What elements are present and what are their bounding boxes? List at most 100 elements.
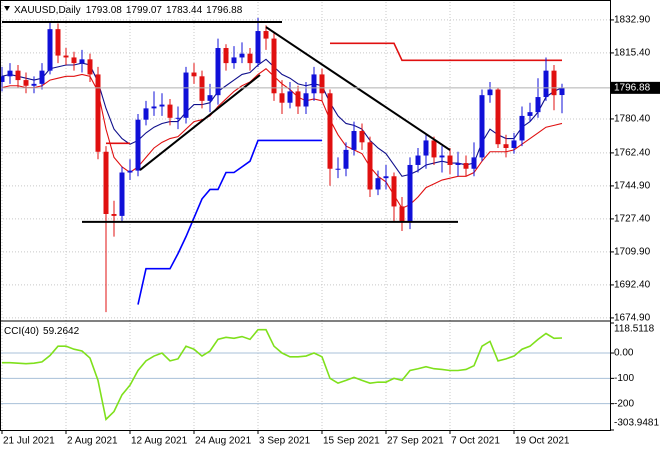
y-tick-label: 0.00 [614, 348, 634, 359]
price-label-box [611, 81, 660, 94]
y-tick-label: 1709.90 [614, 247, 651, 258]
trend-line [139, 74, 261, 171]
candle-body [399, 206, 405, 222]
candle-body [239, 53, 245, 58]
candle-body [103, 151, 109, 214]
candle-body [71, 57, 77, 64]
candle-body [87, 59, 93, 75]
candle-body [295, 91, 301, 107]
candle-body [23, 80, 29, 86]
x-tick-label: 24 Aug 2021 [195, 436, 252, 447]
candle-body [207, 95, 213, 101]
x-tick-label: 3 Sep 2021 [259, 436, 311, 447]
candle-body [447, 155, 453, 165]
candle-body [439, 155, 445, 158]
y-tick-label: 1832.90 [614, 15, 651, 26]
candle-body [111, 214, 117, 216]
candle-body [319, 74, 325, 94]
candle-body [503, 144, 509, 148]
indicator-line [137, 139, 322, 305]
candle-body [7, 70, 13, 77]
y-tick-label: 1727.40 [614, 214, 651, 225]
candle-body [495, 89, 501, 145]
candle-body [383, 176, 389, 179]
x-tick-label: 19 Oct 2021 [515, 436, 570, 447]
candle-body [463, 163, 469, 169]
candle-body [183, 72, 189, 118]
candle-body [135, 119, 141, 171]
candle-body [119, 172, 125, 216]
candle-body [271, 38, 277, 94]
candle-body [519, 115, 525, 141]
trend-line [265, 26, 451, 151]
candle-body [47, 29, 53, 71]
indicator-line [2, 328, 563, 421]
candle-body [311, 74, 317, 94]
x-tick-label: 27 Sep 2021 [387, 436, 444, 447]
candle-body [335, 168, 341, 170]
y-tick-label: 118.5118 [614, 324, 655, 335]
candle-body [223, 48, 229, 64]
candle-body [287, 91, 293, 103]
y-tick-label: 1762.40 [614, 148, 651, 159]
candle-body [359, 131, 365, 143]
candle-body [15, 70, 21, 81]
candle-body [543, 70, 549, 98]
candle-body [39, 70, 45, 84]
candle-body [551, 70, 557, 96]
candle-body [455, 163, 461, 165]
y-tick-label: 1674.90 [614, 313, 651, 324]
high-value: 1799.07 [126, 5, 163, 16]
open-value: 1793.08 [86, 5, 123, 16]
candle-body [191, 72, 197, 77]
x-tick-label: 2 Aug 2021 [67, 436, 118, 447]
candle-body [0, 76, 5, 82]
candle-body [527, 112, 533, 116]
candle-body [375, 178, 381, 190]
y-tick-label: -100 [614, 373, 634, 384]
x-tick-label: 15 Sep 2021 [323, 436, 380, 447]
indicator-header: CCI(40) 59.2642 [4, 326, 80, 337]
plot-layer [0, 2, 610, 430]
y-tick-label: 1780.40 [614, 114, 651, 125]
chart-header: XAUUSD,Daily 1793.08 1799.07 1783.44 1796.88 [14, 5, 243, 16]
y-tick-label: 1744.90 [614, 181, 651, 192]
candle-body [95, 74, 101, 152]
candle-body [343, 149, 349, 169]
candle-body [247, 53, 253, 64]
candle-body [151, 106, 157, 109]
candle-body [479, 95, 485, 158]
candle-body [471, 157, 477, 169]
candle-body [391, 176, 397, 207]
candle-body [63, 55, 69, 58]
y-tick-label: -303.9481 [614, 418, 659, 429]
candle-body [55, 29, 61, 56]
frame [0, 0, 611, 431]
price-label: 1796.88 [614, 82, 651, 93]
candle-body [167, 104, 173, 118]
candle-body [215, 48, 221, 96]
candle-body [559, 87, 565, 96]
close-value: 1796.88 [206, 5, 243, 16]
candle-body [279, 93, 285, 103]
candle-body [487, 89, 493, 96]
candle-body [423, 140, 429, 156]
indicator-line [106, 42, 562, 145]
indicator-line [1, 58, 563, 177]
candle-body [303, 93, 309, 107]
y-tick-label: 1815.40 [614, 48, 651, 59]
candle-body [231, 57, 237, 64]
candle-body [327, 93, 333, 169]
candle-body [367, 142, 373, 190]
candle-body [535, 97, 541, 113]
candle-body [127, 170, 133, 173]
candle-body [263, 31, 269, 39]
candle-body [199, 76, 205, 101]
candle-body [431, 140, 437, 158]
candle-body [511, 140, 517, 148]
symbol-icon [4, 6, 10, 11]
candle-body [175, 117, 181, 119]
